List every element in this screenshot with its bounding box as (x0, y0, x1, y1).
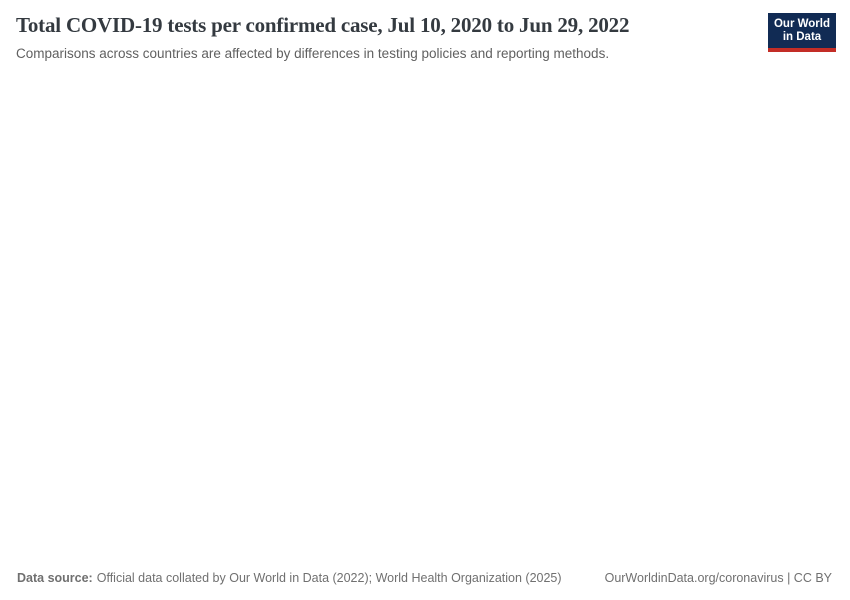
owid-logo-line1: Our World (773, 17, 830, 30)
data-source: Data source: Official data collated by Ou… (17, 571, 562, 587)
plot-area (0, 62, 850, 600)
chart-header: Total COVID-19 tests per confirmed case,… (0, 0, 850, 63)
chart-subtitle: Comparisons across countries are affecte… (16, 46, 610, 62)
data-source-label: Data source: (17, 571, 93, 586)
owid-logo-line2: in Data (782, 30, 822, 43)
data-source-text: Official data collated by Our World in D… (96, 571, 562, 586)
chart-title: Total COVID-19 tests per confirmed case,… (16, 13, 630, 37)
chart-footer: Data source: Official data collated by Ou… (17, 571, 832, 587)
owid-logo: Our World in Data (768, 13, 836, 52)
footer-license-link: OurWorldinData.org/coronavirus | CC BY (604, 571, 832, 586)
